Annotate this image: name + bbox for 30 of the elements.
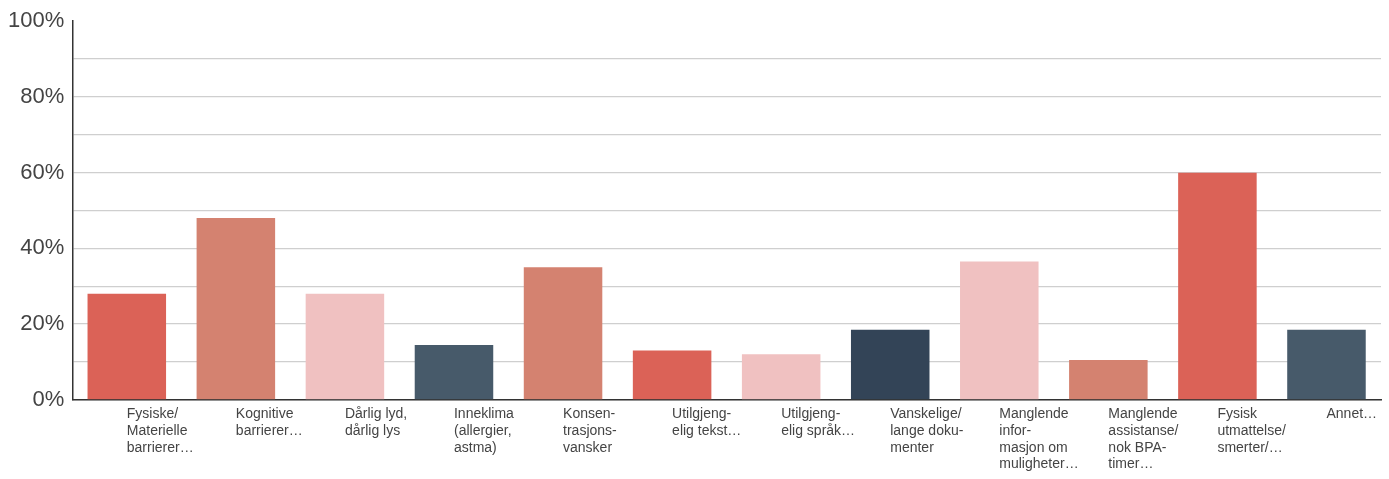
bar [1178, 172, 1257, 400]
x-tick-label: Manglende assistanse/ nok BPA- timer… [1108, 405, 1179, 472]
bar [850, 329, 930, 400]
x-tick-label: Utilgjeng- elig tekst… [672, 405, 742, 438]
y-tick-label: 0% [32, 385, 65, 411]
bar [87, 293, 167, 400]
x-tick-label: Konsen- trasjons- vansker [563, 405, 618, 455]
bar [1287, 329, 1366, 400]
x-tick-label: Annet… [1326, 405, 1378, 422]
y-tick-label: 100% [7, 7, 65, 33]
y-tick-label: 80% [20, 82, 65, 108]
bar [1069, 360, 1148, 400]
x-tick-label: Fysiske/ Materielle barrierer… [126, 405, 194, 455]
bar [960, 261, 1039, 400]
bar [196, 218, 276, 400]
bar [741, 354, 821, 400]
x-tick-label: Kognitive barrierer… [235, 405, 303, 438]
x-tick-label: Utilgjeng- elig språk… [781, 405, 856, 438]
bar [523, 267, 603, 400]
bar [305, 293, 385, 400]
x-tick-label: Inneklima (allergier, astma) [453, 405, 515, 455]
x-tick-label: Vanskelige/ lange doku- menter [890, 405, 964, 455]
y-tick-label: 60% [20, 158, 65, 184]
bar [414, 344, 494, 400]
y-tick-label: 40% [20, 234, 65, 260]
y-tick-label: 20% [20, 310, 65, 336]
x-tick-label: Dårlig lyd, dårlig lys [344, 405, 408, 438]
x-tick-label: Manglende infor- masjon om muligheter… [999, 405, 1079, 472]
bar [632, 350, 712, 400]
x-tick-label: Fysisk utmattelse/ smerter/… [1217, 405, 1286, 455]
